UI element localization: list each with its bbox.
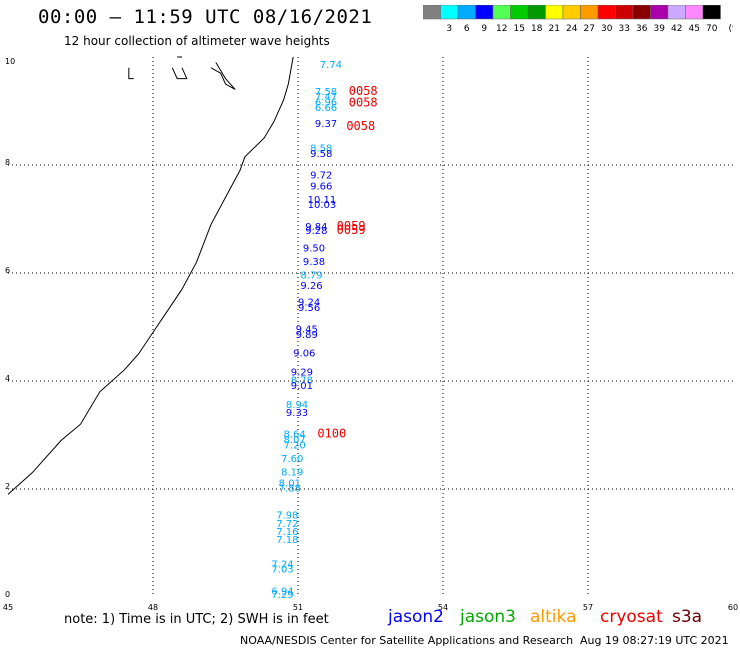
wave-height-label: 7.03 xyxy=(271,565,293,576)
legend-jason2: jason2 xyxy=(388,607,444,627)
wave-height-label: 9.58 xyxy=(310,149,332,160)
wave-height-label: 8.01 xyxy=(279,478,301,489)
longitude-tick-label: 57 xyxy=(583,603,593,610)
wave-height-label: 7.88 xyxy=(279,484,301,495)
wave-height-label: 7.72 xyxy=(276,519,298,530)
scale-tick-label: 3 xyxy=(446,24,452,34)
longitude-tick-label: 45 xyxy=(3,603,13,610)
latitude-tick-label: 6 xyxy=(5,266,10,275)
credit-line: NOAA/NESDIS Center for Satellite Applica… xyxy=(240,634,574,647)
wave-height-label: 8.78 xyxy=(291,376,313,387)
coastline xyxy=(7,56,294,495)
wave-height-label: 7.24 xyxy=(271,559,293,570)
latitude-tick-label: 2 xyxy=(5,482,10,491)
wave-height-label: 7.98 xyxy=(276,511,298,522)
latitude-tick-label: 0 xyxy=(5,590,10,599)
legend-s3a: s3a xyxy=(672,607,703,627)
wave-height-label: 9.45 xyxy=(296,324,318,335)
wave-height-label: 9.56 xyxy=(298,303,320,314)
wave-height-label: 6.66 xyxy=(315,103,337,114)
wave-height-label: 8.07 xyxy=(284,435,306,446)
wave-height-label: 8.79 xyxy=(300,270,322,281)
scale-tick-label: 15 xyxy=(514,24,525,34)
wave-height-label: 8.19 xyxy=(281,468,303,479)
scale-tick-label: 27 xyxy=(584,24,595,34)
legend-cryosat: cryosat xyxy=(600,607,663,627)
wave-height-label: 7.20 xyxy=(284,441,306,452)
scale-tick-label: 6 xyxy=(464,24,470,34)
scale-tick-label: 18 xyxy=(531,24,543,34)
scale-tick-label: 36 xyxy=(636,24,648,34)
wave-height-label: 7.60 xyxy=(281,454,303,465)
scale-tick-label: 42 xyxy=(671,24,682,34)
legend-altika: altika xyxy=(530,607,577,627)
wave-height-label: 7.18 xyxy=(276,535,298,546)
wave-height-label: 7.16 xyxy=(276,527,298,538)
scale-tick-label: 39 xyxy=(654,24,666,34)
wave-height-label: 6.96 xyxy=(315,98,337,109)
wave-height-label: 9.24 xyxy=(298,297,320,308)
wave-height-label: 8.64 xyxy=(284,430,306,441)
generation-timestamp: Aug 19 08:27:19 UTC 2021 xyxy=(580,634,729,647)
longitude-tick-label: 51 xyxy=(293,603,303,610)
wave-height-label: 9.50 xyxy=(303,243,325,254)
pass-time-label: 0058 xyxy=(346,119,375,133)
scale-tick-label: 21 xyxy=(549,24,560,34)
color-swatch xyxy=(702,5,721,20)
wave-height-label: 8.58 xyxy=(310,144,332,155)
pass-time-label: 0100 xyxy=(317,427,346,441)
longitude-tick-label: 48 xyxy=(148,603,158,610)
scale-tick-label: 12 xyxy=(496,24,507,34)
longitude-tick-label: 54 xyxy=(438,603,448,610)
scale-tick-label: 33 xyxy=(619,24,630,34)
wave-height-label: 7.58 xyxy=(315,87,337,98)
wave-height-label: 9.72 xyxy=(310,171,332,182)
wave-height-label: 9.06 xyxy=(293,349,315,360)
pass-time-label: 0059 xyxy=(337,219,366,233)
wave-height-label: 7.47 xyxy=(315,92,337,103)
wave-height-label: 9.29 xyxy=(291,368,313,379)
footnote: note: 1) Time is in UTC; 2) SWH is in fe… xyxy=(64,612,329,627)
latitude-tick-label: 8 xyxy=(5,158,10,167)
scale-tick-label: 24 xyxy=(566,24,578,34)
scale-tick-label: 9 xyxy=(481,24,487,34)
pass-time-label: 0058 xyxy=(349,84,378,98)
chart-title: 00:00 – 11:59 UTC 08/16/2021 xyxy=(38,6,373,28)
wave-height-label: 9.84 xyxy=(305,222,327,233)
wave-height-label: 10.11 xyxy=(308,195,337,206)
scale-unit-label: (ft) xyxy=(729,24,734,34)
pass-time-label: 0059 xyxy=(337,223,366,237)
wave-height-label: 9.89 xyxy=(296,330,318,341)
island-outline xyxy=(210,62,236,90)
legend-jason3: jason3 xyxy=(460,607,516,627)
wave-height-label: 9.33 xyxy=(286,408,308,419)
chart-subtitle: 12 hour collection of altimeter wave hei… xyxy=(64,34,330,48)
wave-height-label: 9.26 xyxy=(300,281,322,292)
island-outline xyxy=(171,67,188,80)
wave-height-label: 7.29 xyxy=(271,590,293,601)
scale-tick-label: 30 xyxy=(601,24,613,34)
pass-time-label: 0058 xyxy=(349,96,378,110)
scale-tick-label: 70 xyxy=(706,24,718,34)
longitude-tick-label: 60 xyxy=(728,603,738,610)
latitude-tick-label: 4 xyxy=(5,374,10,383)
wave-height-label: 6.94 xyxy=(271,586,293,597)
latitude-tick-label: 10 xyxy=(5,57,15,66)
wave-height-label: 9.66 xyxy=(310,181,332,192)
wave-height-label: 9.01 xyxy=(291,381,313,392)
wave-height-label: 10.03 xyxy=(308,200,337,211)
wave-height-label: 9.37 xyxy=(315,119,337,130)
island-outline xyxy=(128,67,134,80)
wave-height-map: 45 48 51 54 57 60 0 2 4 6 8 10 7.74 7.587.476.966.66 9… xyxy=(3,56,738,610)
wave-height-label: 9.38 xyxy=(303,257,325,268)
scale-tick-label: 45 xyxy=(689,24,700,34)
wave-height-label: 9.28 xyxy=(305,226,327,237)
wave-height-label: 7.74 xyxy=(320,60,342,71)
wave-height-label: 8.94 xyxy=(286,400,308,411)
